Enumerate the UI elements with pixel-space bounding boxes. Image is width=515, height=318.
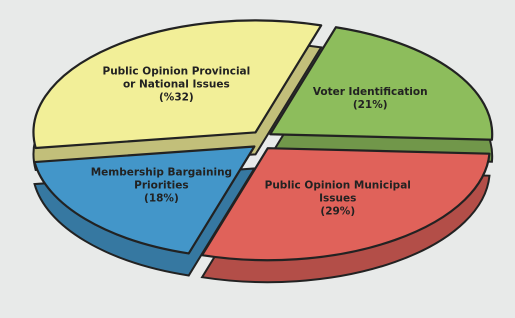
value-label: (29%) bbox=[253, 205, 423, 218]
page: Public Opinion Provincial or National Is… bbox=[0, 0, 515, 318]
chart bbox=[0, 0, 515, 318]
slice-label: Membership Bargaining Priorities(18%) bbox=[76, 167, 246, 206]
category-label: Membership Bargaining Priorities bbox=[86, 167, 236, 193]
category-label: Voter Identification bbox=[295, 86, 445, 99]
value-label: (%32) bbox=[91, 92, 261, 105]
category-label: Public Opinion Provincial or National Is… bbox=[101, 66, 251, 92]
slice-label: Public Opinion Provincial or National Is… bbox=[91, 66, 261, 105]
slice-label: Public Opinion Municipal Issues(29%) bbox=[253, 179, 423, 218]
value-label: (18%) bbox=[76, 193, 246, 206]
slice-label: Voter Identification(21%) bbox=[285, 86, 455, 112]
value-label: (21%) bbox=[285, 99, 455, 112]
category-label: Public Opinion Municipal Issues bbox=[263, 179, 413, 205]
